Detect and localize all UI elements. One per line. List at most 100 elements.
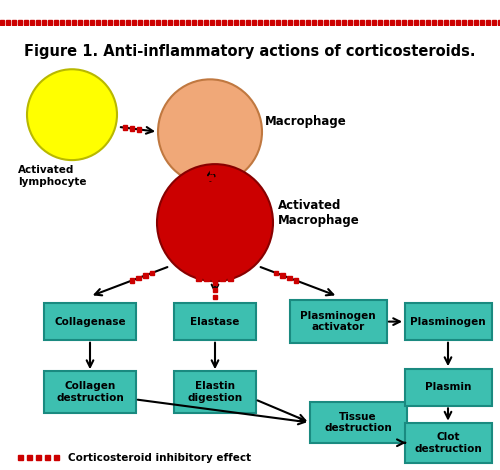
FancyBboxPatch shape [310, 402, 406, 443]
Bar [54, 20, 58, 25]
Bar [474, 20, 478, 25]
Bar [168, 20, 172, 25]
Bar [126, 20, 130, 25]
Text: Tissue
destruction: Tissue destruction [324, 412, 392, 433]
Bar [102, 20, 106, 25]
Bar [216, 20, 220, 25]
Bar [209, 175, 214, 180]
FancyBboxPatch shape [174, 303, 256, 340]
Bar [426, 20, 430, 25]
Bar [108, 20, 112, 25]
Bar [330, 20, 334, 25]
Bar [246, 20, 250, 25]
Bar [294, 278, 298, 282]
Bar [120, 20, 124, 25]
Bar [36, 455, 41, 461]
Text: Activated
lymphocyte: Activated lymphocyte [18, 165, 86, 187]
Bar [90, 20, 94, 25]
Bar [123, 125, 128, 130]
Bar [96, 20, 100, 25]
Bar [240, 20, 244, 25]
Bar [384, 20, 388, 25]
Bar [220, 276, 225, 281]
Bar [372, 20, 376, 25]
Bar [210, 168, 214, 172]
Bar [390, 20, 394, 25]
Text: Activated
Macrophage: Activated Macrophage [278, 199, 360, 227]
Bar [198, 20, 202, 25]
FancyBboxPatch shape [44, 303, 136, 340]
Bar [174, 20, 178, 25]
Bar [276, 20, 280, 25]
Bar [360, 20, 364, 25]
Bar [402, 20, 406, 25]
Bar [60, 20, 64, 25]
Bar [48, 20, 52, 25]
Bar [130, 126, 134, 131]
Bar [414, 20, 418, 25]
Bar [150, 20, 154, 25]
Bar [287, 276, 292, 280]
Bar [480, 20, 484, 25]
Bar [294, 20, 298, 25]
Bar [212, 276, 217, 281]
Bar [234, 20, 238, 25]
Bar [378, 20, 382, 25]
Bar [12, 20, 16, 25]
Bar [300, 20, 304, 25]
Text: Macrophage: Macrophage [265, 115, 347, 128]
Text: Medscape®    www.medscape.com: Medscape® www.medscape.com [8, 7, 237, 19]
Text: Corticosteroid inhibitory effect: Corticosteroid inhibitory effect [68, 453, 251, 463]
Text: Plasmin: Plasmin [425, 382, 471, 392]
Bar [72, 20, 76, 25]
Bar [228, 276, 233, 281]
Bar [456, 20, 460, 25]
Bar [162, 20, 166, 25]
Bar [213, 274, 217, 278]
Bar [66, 20, 70, 25]
Bar [204, 276, 209, 281]
Bar [228, 20, 232, 25]
Bar [280, 273, 285, 278]
Bar [492, 20, 496, 25]
Bar [27, 455, 32, 461]
Bar [45, 455, 50, 461]
Bar [144, 20, 148, 25]
Bar [186, 20, 190, 25]
Bar [132, 20, 136, 25]
Bar [396, 20, 400, 25]
Bar [136, 276, 141, 280]
Bar [208, 182, 212, 187]
Bar [312, 20, 316, 25]
Circle shape [158, 79, 262, 184]
FancyBboxPatch shape [404, 368, 492, 406]
Bar [143, 273, 148, 278]
Bar [150, 271, 154, 275]
Bar [420, 20, 424, 25]
Bar [408, 20, 412, 25]
Text: Elastase: Elastase [190, 317, 240, 327]
Bar [462, 20, 466, 25]
Bar [136, 127, 141, 132]
Text: Collagenase: Collagenase [54, 317, 126, 327]
Bar [354, 20, 358, 25]
Bar [192, 20, 196, 25]
Bar [213, 295, 217, 299]
Bar [468, 20, 472, 25]
Bar [498, 20, 500, 25]
Bar [348, 20, 352, 25]
Bar [274, 271, 278, 275]
Bar [222, 20, 226, 25]
Text: Figure 1. Anti-inflammatory actions of corticosteroids.: Figure 1. Anti-inflammatory actions of c… [24, 44, 476, 59]
Bar [444, 20, 448, 25]
Bar [114, 20, 118, 25]
Text: Collagen
destruction: Collagen destruction [56, 382, 124, 403]
Text: Plasminogen
activator: Plasminogen activator [300, 311, 376, 332]
Bar [36, 20, 40, 25]
Bar [42, 20, 46, 25]
Bar [366, 20, 370, 25]
Bar [342, 20, 346, 25]
Bar [156, 20, 160, 25]
Bar [138, 20, 142, 25]
FancyBboxPatch shape [174, 371, 256, 414]
